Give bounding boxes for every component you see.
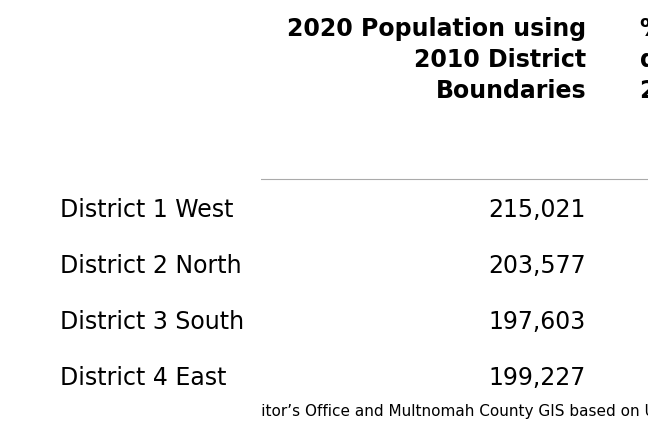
Text: 199,227: 199,227 [489,366,586,390]
Text: District 1 West: District 1 West [60,197,233,222]
Text: % of smallest
district based on
2020 population: % of smallest district based on 2020 pop… [640,17,648,102]
Text: District 2 North: District 2 North [60,254,242,278]
Text: District 4 East: District 4 East [60,366,227,390]
Text: 197,603: 197,603 [489,310,586,334]
Text: 203,577: 203,577 [489,254,586,278]
Text: 2020 Population using
2010 District
Boundaries: 2020 Population using 2010 District Boun… [287,17,586,102]
Text: litor’s Office and Multnomah County GIS based on U.S. cens: litor’s Office and Multnomah County GIS … [257,404,648,419]
Text: 215,021: 215,021 [489,197,586,222]
Text: District 3 South: District 3 South [60,310,244,334]
